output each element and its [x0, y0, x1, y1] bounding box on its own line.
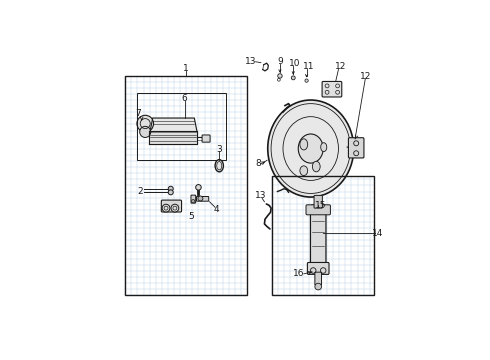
Circle shape [171, 204, 179, 212]
Circle shape [140, 126, 151, 138]
Bar [125, 76, 247, 296]
Text: 1: 1 [183, 64, 189, 73]
Text: 4: 4 [214, 205, 220, 214]
FancyBboxPatch shape [322, 81, 342, 97]
Text: 11: 11 [302, 62, 314, 71]
Circle shape [292, 76, 295, 80]
Circle shape [196, 185, 201, 190]
Ellipse shape [300, 166, 308, 176]
FancyBboxPatch shape [311, 205, 326, 267]
Circle shape [137, 115, 153, 132]
Text: 13: 13 [245, 57, 256, 66]
Circle shape [305, 79, 308, 82]
Circle shape [315, 283, 321, 290]
Circle shape [168, 190, 173, 195]
FancyBboxPatch shape [161, 200, 182, 212]
Circle shape [278, 74, 282, 78]
Text: 16: 16 [294, 269, 305, 278]
Circle shape [162, 204, 170, 212]
FancyBboxPatch shape [196, 197, 209, 201]
FancyBboxPatch shape [314, 195, 322, 208]
Ellipse shape [215, 159, 223, 172]
Polygon shape [150, 118, 197, 132]
Text: 3: 3 [217, 145, 222, 154]
Text: 9: 9 [277, 57, 283, 66]
Text: 14: 14 [372, 229, 384, 238]
Text: 2: 2 [137, 187, 143, 196]
Ellipse shape [320, 143, 327, 152]
Text: 6: 6 [182, 94, 188, 103]
Text: 8: 8 [255, 159, 261, 168]
Bar [138, 93, 226, 159]
Circle shape [198, 196, 203, 201]
Ellipse shape [313, 161, 320, 172]
Circle shape [192, 199, 195, 203]
Text: 10: 10 [289, 59, 300, 68]
FancyBboxPatch shape [306, 205, 330, 215]
Ellipse shape [268, 100, 354, 197]
Bar [272, 176, 374, 296]
Text: 5: 5 [189, 212, 195, 221]
Text: 12: 12 [335, 62, 346, 71]
FancyBboxPatch shape [348, 138, 364, 158]
Ellipse shape [298, 134, 323, 163]
FancyBboxPatch shape [191, 195, 196, 203]
Text: 15: 15 [315, 201, 326, 210]
FancyBboxPatch shape [307, 262, 329, 274]
Text: 12: 12 [360, 72, 371, 81]
Polygon shape [148, 131, 197, 144]
Ellipse shape [300, 139, 308, 150]
Circle shape [168, 186, 173, 191]
FancyBboxPatch shape [315, 272, 321, 285]
Text: 7: 7 [135, 109, 141, 118]
FancyBboxPatch shape [202, 135, 210, 142]
Text: 13: 13 [255, 191, 266, 200]
